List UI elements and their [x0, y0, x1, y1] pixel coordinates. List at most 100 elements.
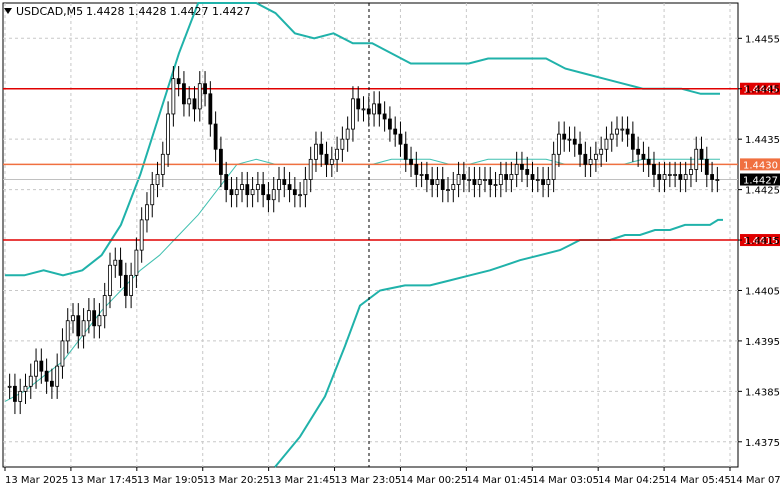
candle-body [636, 148, 641, 155]
candle-body [419, 174, 424, 176]
candle-body [60, 340, 65, 367]
candle-body [314, 143, 318, 160]
candle-body [715, 179, 720, 181]
candle-body [461, 174, 466, 180]
candle-body [525, 169, 530, 175]
candle-body [197, 83, 202, 110]
lower-band-line [274, 218, 723, 468]
plot-frame [2, 2, 739, 468]
candle-body [477, 179, 482, 185]
price-tick-label: 1.4405 [745, 286, 780, 297]
candle-body [208, 93, 213, 125]
candle-body [451, 184, 456, 191]
price-level-tag [740, 234, 780, 247]
candle-body [667, 174, 672, 176]
candle-body [641, 153, 646, 160]
candle-body [504, 174, 509, 180]
candle-body [213, 123, 218, 150]
time-tick-label: 13 Mar 2025 [5, 475, 68, 486]
candle-body [683, 174, 688, 180]
candle-body [699, 148, 704, 160]
candle-body [615, 128, 619, 135]
candle-body [467, 179, 472, 181]
candle-body [520, 163, 524, 170]
candle-body [65, 320, 70, 342]
price-tick-label: 1.4375 [745, 438, 780, 449]
candle-body [97, 315, 102, 327]
candle-body [145, 204, 149, 221]
symbol-label: USDCAD,M5 [16, 5, 83, 18]
candle-body [472, 179, 477, 185]
price-tick-label: 1.4435 [745, 135, 780, 146]
price-tick-label: 1.4385 [745, 387, 780, 398]
candle-body [440, 179, 445, 191]
candle-body [430, 179, 435, 185]
candle-body [372, 103, 376, 115]
price-tick-label: 1.4455 [745, 34, 780, 45]
current-price-tag [740, 173, 780, 186]
time-tick-label: 13 Mar 21:45 [269, 475, 336, 486]
candle-body [203, 83, 207, 95]
candle-body [562, 133, 567, 140]
candle-body [488, 179, 493, 185]
candle-body [7, 385, 12, 388]
candle-body [514, 163, 519, 175]
candle-body [229, 189, 234, 196]
candle-body [44, 370, 49, 382]
price-level-tag [740, 158, 780, 171]
candle-body [298, 194, 303, 197]
candle-body [76, 315, 81, 337]
candle-body [113, 259, 118, 266]
candle-body [456, 174, 461, 185]
candle-body [23, 385, 28, 392]
current-price-label: 1.4427 [743, 176, 778, 187]
candle-body [583, 153, 588, 165]
price-axis: 1.4455 1.4445 1.4435 1.4425 1.4415 1.4405 1.43… [738, 34, 780, 449]
candle-body [604, 138, 609, 150]
candle-body [620, 128, 625, 131]
candle-body [599, 148, 604, 155]
candle-body [166, 113, 170, 155]
candle-body [414, 163, 419, 175]
time-tick-label: 14 Mar 05:45 [664, 475, 731, 486]
candle-body [176, 78, 181, 85]
candle-body [398, 133, 403, 145]
candle-body [86, 310, 91, 322]
candle-body [588, 158, 593, 165]
candle-body [324, 153, 329, 165]
time-tick-label: 14 Mar 07:05 [730, 475, 781, 486]
candle-body [71, 315, 75, 322]
candle-body [329, 158, 334, 165]
candle-body [139, 219, 144, 251]
time-tick-label: 14 Mar 01:45 [466, 475, 533, 486]
candle-body [393, 128, 398, 135]
candle-body [255, 184, 260, 191]
candles [7, 66, 720, 415]
candle-body [250, 189, 255, 196]
candle-body [593, 153, 598, 160]
candle-body [234, 189, 239, 196]
candle-body [224, 174, 229, 191]
candle-body [150, 184, 155, 206]
candle-body [704, 158, 709, 175]
candle-body [509, 174, 514, 180]
time-tick-label: 14 Mar 03:05 [532, 475, 599, 486]
candle-body [340, 138, 345, 150]
price-tick-label: 1.4415 [745, 236, 780, 247]
candle-body [403, 143, 408, 160]
dropdown-icon[interactable] [4, 8, 12, 14]
candle-body [689, 169, 693, 175]
candle-body [652, 163, 656, 175]
candle-body [49, 380, 54, 387]
time-tick-label: 13 Mar 20:25 [203, 475, 270, 486]
candle-body [160, 153, 165, 175]
upper-band-line [5, 2, 720, 277]
candle-body [541, 179, 545, 185]
time-tick-label: 13 Mar 17:45 [71, 475, 138, 486]
candle-body [282, 179, 287, 185]
candle-body [182, 83, 186, 105]
candle-body [240, 184, 244, 191]
candle-body [694, 148, 699, 170]
